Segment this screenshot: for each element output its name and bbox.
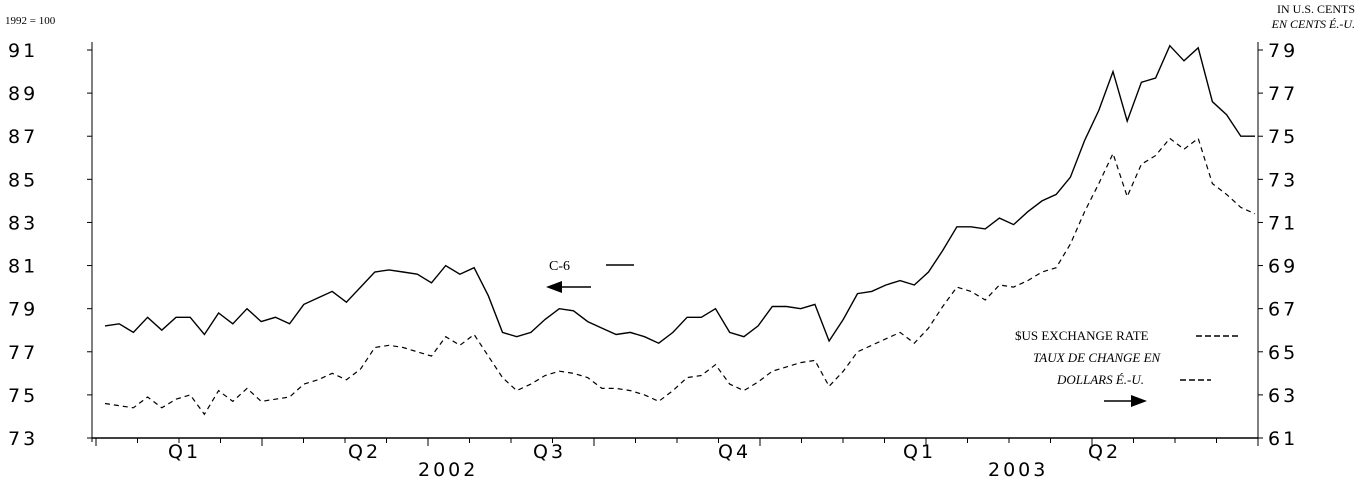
right-tick-label: 67 — [1268, 299, 1298, 321]
left-tick-label: 75 — [8, 385, 38, 407]
left-tick-label: 83 — [8, 212, 38, 234]
left-tick-label: 79 — [8, 299, 38, 321]
right-tick-label: 75 — [1268, 126, 1298, 148]
series-line-exchange-rate — [104, 137, 1256, 416]
left-axis-ticks: 73 75 77 79 81 83 85 87 89 91 — [8, 40, 92, 450]
right-tick-label: 79 — [1268, 40, 1298, 62]
right-tick-label: 69 — [1268, 256, 1298, 278]
quarter-label: Q4 — [718, 441, 751, 463]
c6-label: C-6 — [549, 259, 570, 274]
left-tick-label: 87 — [8, 126, 38, 148]
quarter-label: Q1 — [903, 441, 936, 463]
year-label: 2003 — [988, 459, 1048, 480]
left-tick-label: 91 — [8, 40, 38, 62]
taux-label-2: DOLLARS É.-U. — [1056, 372, 1144, 387]
left-axis-note: 1992 = 100 — [5, 15, 56, 27]
left-tick-label: 73 — [8, 428, 38, 450]
right-axis-note-2: EN CENTS É.-U. — [1271, 17, 1355, 31]
quarter-label: Q2 — [348, 441, 381, 463]
right-tick-label: 63 — [1268, 385, 1298, 407]
left-tick-label: 77 — [8, 342, 38, 364]
x-axis-labels: Q1 Q2 Q3 Q4 Q1 Q2 2002 2003 — [168, 441, 1121, 480]
quarter-label: Q1 — [168, 441, 201, 463]
left-tick-label: 85 — [8, 169, 38, 191]
right-tick-label: 71 — [1268, 212, 1298, 234]
left-tick-label: 81 — [8, 256, 38, 278]
axes — [91, 42, 1259, 446]
taux-label-1: TAUX DE CHANGE EN — [1033, 350, 1162, 365]
right-axis-ticks: 61 63 65 67 69 71 73 75 77 79 — [1258, 40, 1298, 450]
right-tick-label: 61 — [1268, 428, 1298, 450]
right-arrow-icon — [1104, 395, 1147, 407]
year-label: 2002 — [418, 459, 478, 480]
exchange-rate-label: $US EXCHANGE RATE — [1015, 328, 1149, 343]
quarter-label: Q3 — [533, 441, 566, 463]
right-axis-note-1: IN U.S. CENTS — [1277, 2, 1355, 16]
quarter-label: Q2 — [1088, 441, 1121, 463]
right-tick-label: 77 — [1268, 83, 1298, 105]
series-line-c6 — [104, 44, 1255, 345]
left-arrow-icon — [546, 281, 591, 293]
right-tick-label: 65 — [1268, 342, 1298, 364]
right-tick-label: 73 — [1268, 169, 1298, 191]
left-tick-label: 89 — [8, 83, 38, 105]
